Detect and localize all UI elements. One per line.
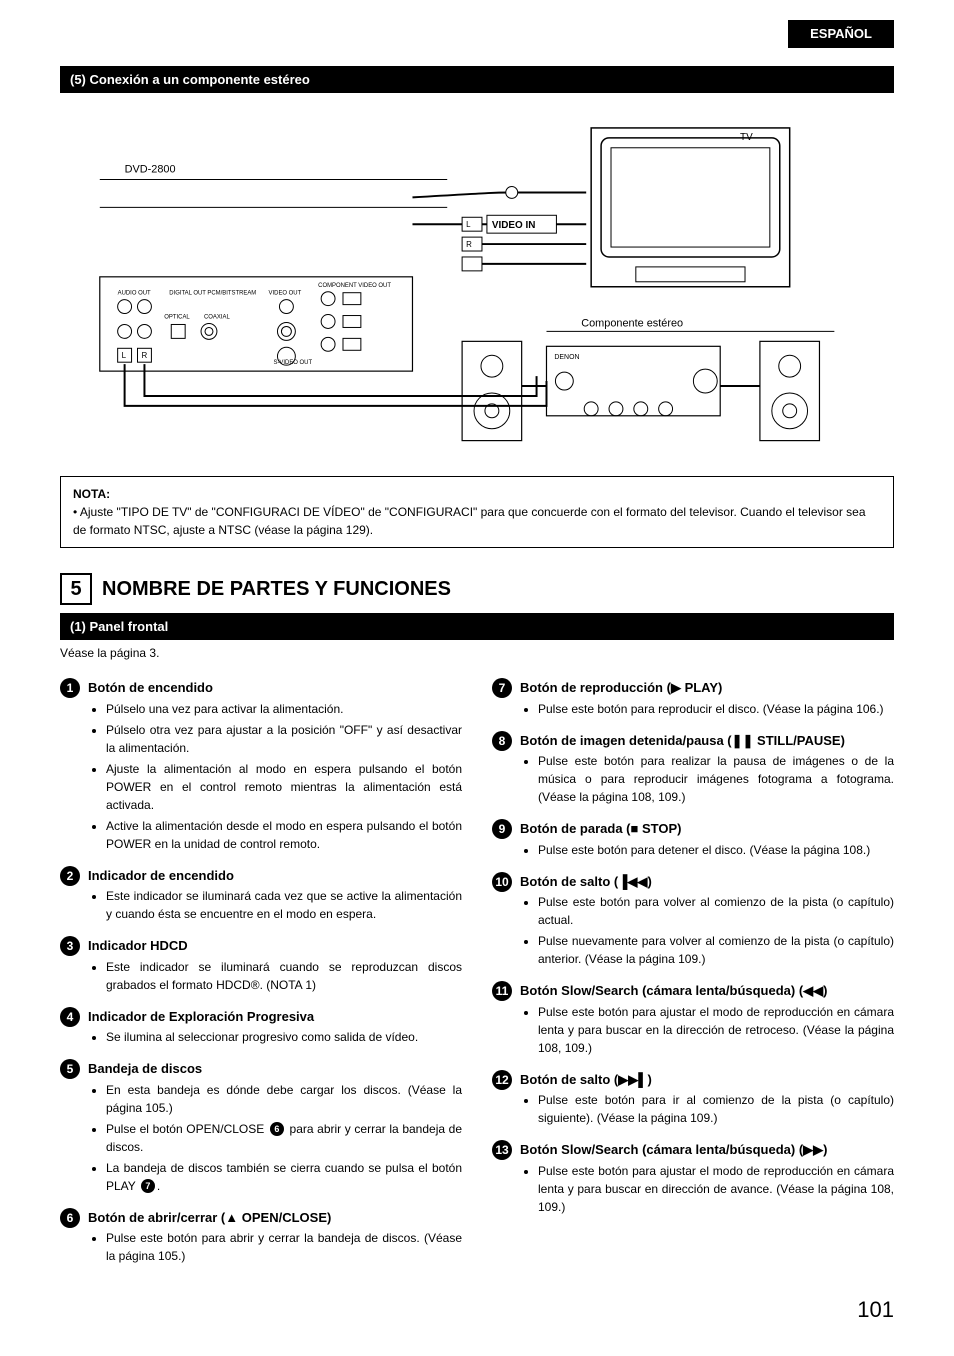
main-heading-row: 5 NOMBRE DE PARTES Y FUNCIONES [60,573,894,605]
component-label: COMPONENT VIDEO OUT [318,283,391,289]
circ-5: 5 [60,1059,80,1079]
item-11-b1: Pulse este botón para ajustar el modo de… [538,1003,894,1057]
circ-9: 9 [492,819,512,839]
item-4: 4 Indicador de Exploración Progresiva Se… [60,1007,462,1050]
item-12: 12 Botón de salto (▶▶▌) Pulse este botón… [492,1070,894,1131]
circ-6: 6 [60,1208,80,1228]
item-2-b1: Este indicador se iluminará cada vez que… [106,887,462,923]
circ-3: 3 [60,936,80,956]
eject-icon: ▲ [225,1210,238,1225]
item-7-title: Botón de reproducción (▶ PLAY) [520,678,894,698]
item-12-title: Botón de salto (▶▶▌) [520,1070,894,1090]
item-8-title: Botón de imagen detenida/pausa (❚❚ STILL… [520,731,894,751]
item-13-title: Botón Slow/Search (cámara lenta/búsqueda… [520,1140,894,1160]
item-7-b1: Pulse este botón para reproducir el disc… [538,700,894,718]
item-8-b1: Pulse este botón para realizar la pausa … [538,752,894,806]
inline-circ-7: 7 [141,1179,155,1193]
digital-out-label: DIGITAL OUT PCM/BITSTREAM [169,291,256,297]
item-6-b1: Pulse este botón para abrir y cerrar la … [106,1229,462,1265]
item-5-b1: En esta bandeja es dónde debe cargar los… [106,1081,462,1117]
item-4-b1: Se ilumina al seleccionar progresivo com… [106,1028,462,1046]
circ-11: 11 [492,981,512,1001]
note-body: • Ajuste "TIPO DE TV" de "CONFIGURACI DE… [73,503,881,539]
item-4-title: Indicador de Exploración Progresiva [88,1007,462,1027]
main-heading: NOMBRE DE PARTES Y FUNCIONES [102,574,451,604]
circ-8: 8 [492,731,512,751]
item-11-title: Botón Slow/Search (cámara lenta/búsqueda… [520,981,894,1001]
video-in-label: VIDEO IN [492,220,535,231]
note-box: NOTA: • Ajuste "TIPO DE TV" de "CONFIGUR… [60,476,894,548]
audio-out-label: AUDIO OUT [118,291,151,297]
item-7: 7 Botón de reproducción (▶ PLAY) Pulse e… [492,678,894,721]
item-3-title: Indicador HDCD [88,936,462,956]
diagram-svg: TV DVD-2800 VIDEO IN L R AUDIO OUT DIGIT… [70,118,884,446]
circ-1: 1 [60,678,80,698]
item-5: 5 Bandeja de discos En esta bandeja es d… [60,1059,462,1198]
item-5-b2: Pulse el botón OPEN/CLOSE 6 para abrir y… [106,1120,462,1156]
see-page: Véase la página 3. [60,644,894,662]
item-2: 2 Indicador de encendido Este indicador … [60,866,462,927]
language-badge: ESPAÑOL [788,20,894,48]
play-icon: ▶ [671,680,681,695]
svg-text:R: R [466,240,472,249]
item-6-title: Botón de abrir/cerrar (▲ OPEN/CLOSE) [88,1208,462,1228]
pause-icon: ❚❚ [732,733,754,748]
item-9: 9 Botón de parada (■ STOP) Pulse este bo… [492,819,894,862]
item-1-b1: Púlselo una vez para activar la alimenta… [106,700,462,718]
item-6: 6 Botón de abrir/cerrar (▲ OPEN/CLOSE) P… [60,1208,462,1269]
rewind-icon: ◀◀ [803,983,823,998]
stereo-label: Componente estéreo [581,317,683,329]
dvd-label: DVD-2800 [125,164,176,176]
svg-text:L: L [122,351,127,360]
item-9-title: Botón de parada (■ STOP) [520,819,894,839]
section-number-box: 5 [60,573,92,605]
item-10-title: Botón de salto (▐◀◀) [520,872,894,892]
item-1-title: Botón de encendido [88,678,462,698]
circ-13: 13 [492,1140,512,1160]
item-1-b2: Púlselo otra vez para ajustar a la posic… [106,721,462,757]
item-1: 1 Botón de encendido Púlselo una vez par… [60,678,462,856]
subsection-bar: (1) Panel frontal [60,613,894,641]
item-10-b1: Pulse este botón para volver al comienzo… [538,893,894,929]
item-11: 11 Botón Slow/Search (cámara lenta/búsqu… [492,981,894,1060]
item-13: 13 Botón Slow/Search (cámara lenta/búsqu… [492,1140,894,1219]
ffwd-icon: ▶▶ [803,1142,823,1157]
item-13-b1: Pulse este botón para ajustar el modo de… [538,1162,894,1216]
circ-12: 12 [492,1070,512,1090]
tv-label: TV [740,132,753,143]
item-1-b4: Active la alimentación desde el modo en … [106,817,462,853]
item-10-b2: Pulse nuevamente para volver al comienzo… [538,932,894,968]
right-column: 7 Botón de reproducción (▶ PLAY) Pulse e… [492,668,894,1268]
item-9-b1: Pulse este botón para detener el disco. … [538,841,894,859]
item-10: 10 Botón de salto (▐◀◀) Pulse este botón… [492,872,894,972]
circ-4: 4 [60,1007,80,1027]
circ-7: 7 [492,678,512,698]
page-number: 101 [60,1293,894,1326]
item-8: 8 Botón de imagen detenida/pausa (❚❚ STI… [492,731,894,810]
connection-diagram: TV DVD-2800 VIDEO IN L R AUDIO OUT DIGIT… [60,108,894,461]
denon-label: DENON [554,354,579,361]
inline-circ-6: 6 [270,1122,284,1136]
item-1-b3: Ajuste la alimentación al modo en espera… [106,760,462,814]
item-3: 3 Indicador HDCD Este indicador se ilumi… [60,936,462,997]
video-out-label: VIDEO OUT [269,291,302,297]
circ-2: 2 [60,866,80,886]
item-3-b1: Este indicador se iluminará cuando se re… [106,958,462,994]
item-5-title: Bandeja de discos [88,1059,462,1079]
note-title: NOTA: [73,485,881,503]
item-12-b1: Pulse este botón para ir al comienzo de … [538,1091,894,1127]
item-2-title: Indicador de encendido [88,866,462,886]
item-5-b3: La bandeja de discos también se cierra c… [106,1159,462,1195]
skip-fwd-icon: ▶▶▌ [618,1072,647,1087]
optical-label: OPTICAL [164,315,190,321]
coaxial-label: COAXIAL [204,315,230,321]
left-column: 1 Botón de encendido Púlselo una vez par… [60,668,462,1268]
svg-text:R: R [141,351,147,360]
section-5-bar: (5) Conexión a un componente estéreo [60,66,894,94]
skip-back-icon: ▐◀◀ [618,874,647,889]
svg-text:L: L [466,220,471,229]
circ-10: 10 [492,872,512,892]
